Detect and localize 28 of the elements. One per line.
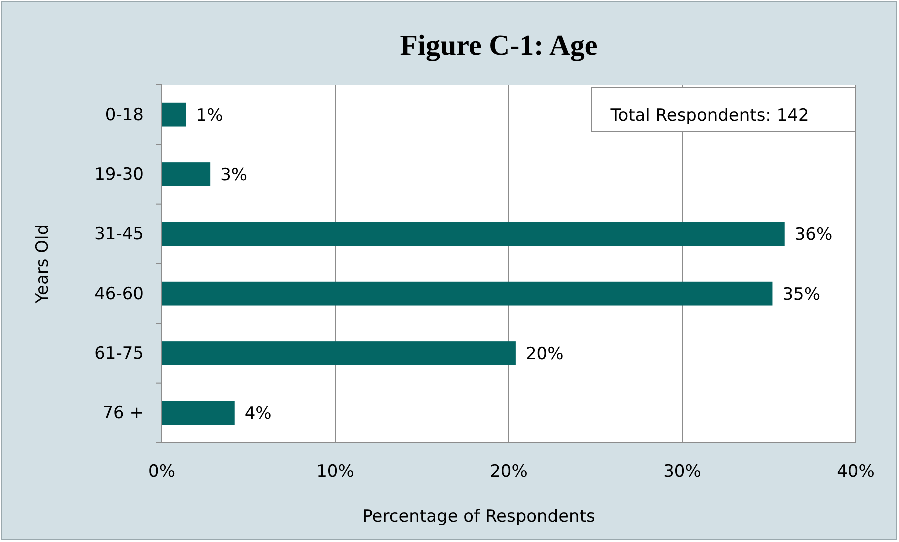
annotation: Total Respondents: 142 xyxy=(610,106,810,126)
y-axis-title: Years Old xyxy=(33,224,53,305)
y-tick-label: 31-45 xyxy=(94,224,144,245)
x-tick-label: 30% xyxy=(664,462,702,482)
bar xyxy=(162,401,235,426)
x-axis-title: Percentage of Respondents xyxy=(362,507,596,527)
data-label: 35% xyxy=(782,284,821,305)
x-tick-label: 20% xyxy=(490,462,528,482)
x-tick-label: 10% xyxy=(316,462,354,482)
y-tick-label: 61-75 xyxy=(94,344,144,364)
bar xyxy=(162,282,773,306)
data-label: 36% xyxy=(794,225,833,246)
y-tick-label: 76 + xyxy=(102,404,144,424)
bar xyxy=(162,342,516,366)
data-label: 3% xyxy=(220,165,248,186)
chart-title: Figure C-1: Age xyxy=(400,30,598,62)
y-tick-label: 19-30 xyxy=(94,164,144,185)
data-label: 4% xyxy=(244,404,272,424)
bar xyxy=(162,162,211,186)
data-label: 20% xyxy=(526,344,564,364)
x-tick-label: 40% xyxy=(837,462,875,482)
y-tick-label: 0-18 xyxy=(105,105,144,126)
x-tick-label: 0% xyxy=(148,462,176,482)
note-box: Total Respondents: 142 xyxy=(592,88,856,132)
bar xyxy=(162,102,186,127)
y-tick-label: 46-60 xyxy=(94,284,144,304)
bar xyxy=(162,222,785,246)
data-label: 1% xyxy=(196,106,224,126)
